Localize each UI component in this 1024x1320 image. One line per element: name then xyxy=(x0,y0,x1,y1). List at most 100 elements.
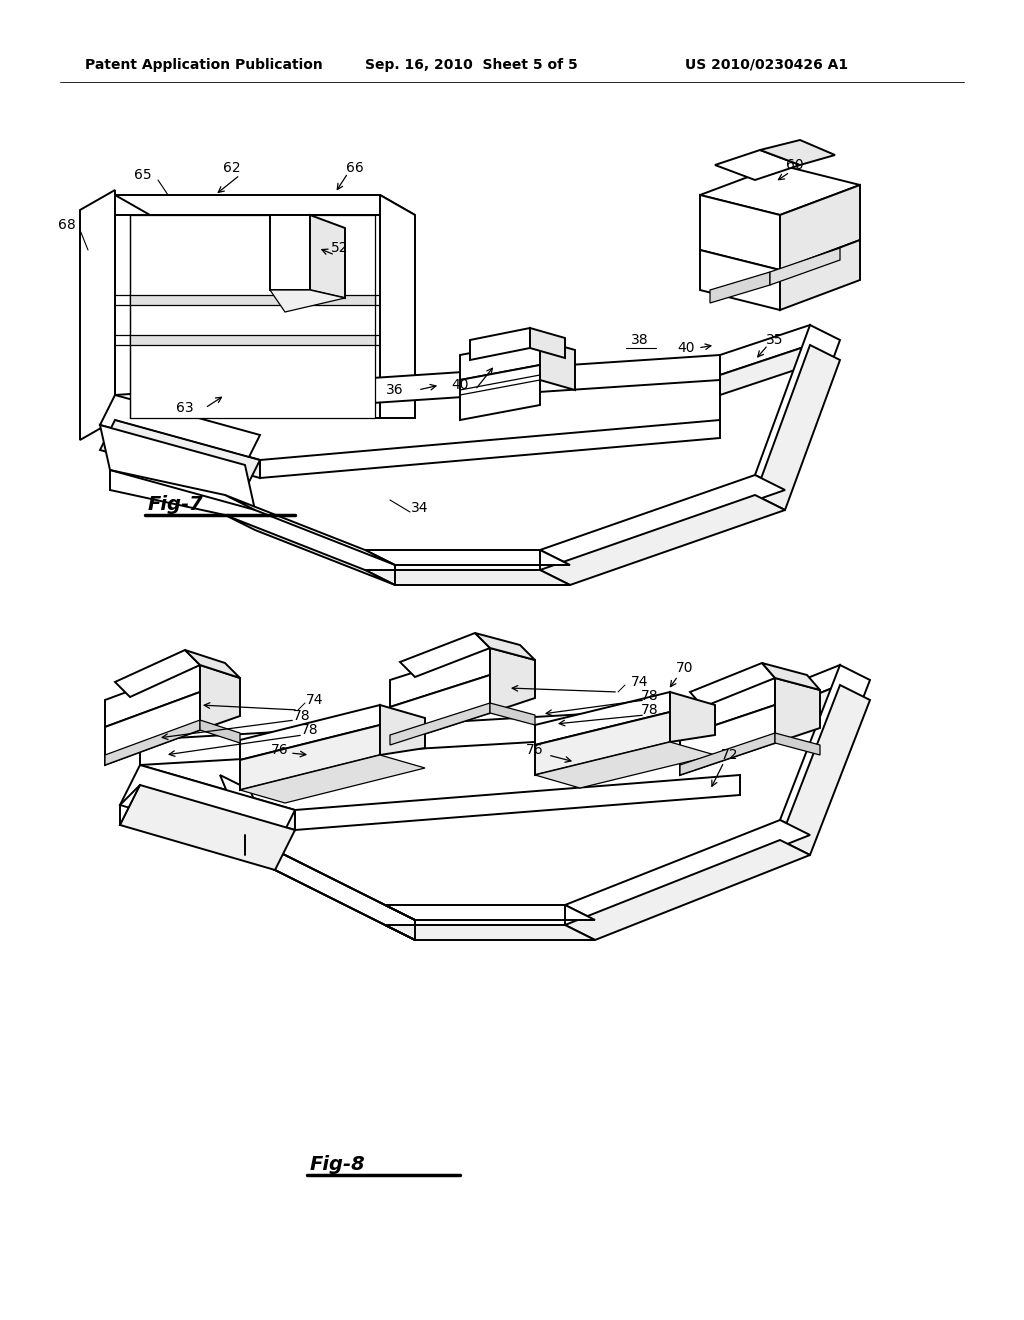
Polygon shape xyxy=(365,570,570,585)
Polygon shape xyxy=(400,634,490,677)
Polygon shape xyxy=(700,165,860,215)
Text: Patent Application Publication: Patent Application Publication xyxy=(85,58,323,73)
Polygon shape xyxy=(390,648,490,708)
Polygon shape xyxy=(720,325,810,375)
Text: 40: 40 xyxy=(677,341,694,355)
Text: 78: 78 xyxy=(641,689,658,704)
Text: 40: 40 xyxy=(452,378,469,392)
Polygon shape xyxy=(390,704,490,744)
Text: 74: 74 xyxy=(306,693,324,708)
Polygon shape xyxy=(460,341,540,380)
Polygon shape xyxy=(200,719,240,743)
Polygon shape xyxy=(310,215,345,298)
Polygon shape xyxy=(120,785,295,870)
Text: 60: 60 xyxy=(786,158,804,172)
Polygon shape xyxy=(120,766,295,850)
Text: 66: 66 xyxy=(346,161,364,176)
Text: 35: 35 xyxy=(766,333,783,347)
Text: 36: 36 xyxy=(386,383,403,397)
Polygon shape xyxy=(680,733,775,775)
Polygon shape xyxy=(140,766,295,830)
Polygon shape xyxy=(130,215,375,418)
Polygon shape xyxy=(100,420,260,490)
Polygon shape xyxy=(780,685,870,855)
Polygon shape xyxy=(200,665,240,730)
Polygon shape xyxy=(245,855,415,940)
Text: 65: 65 xyxy=(134,168,152,182)
Text: 34: 34 xyxy=(412,502,429,515)
Polygon shape xyxy=(115,215,380,418)
Polygon shape xyxy=(225,515,395,585)
Polygon shape xyxy=(780,185,860,271)
Polygon shape xyxy=(240,755,425,803)
Polygon shape xyxy=(220,795,275,870)
Text: Fig-7: Fig-7 xyxy=(148,495,204,515)
Polygon shape xyxy=(260,420,720,478)
Text: US 2010/0230426 A1: US 2010/0230426 A1 xyxy=(685,58,848,73)
Polygon shape xyxy=(670,692,715,742)
Text: 76: 76 xyxy=(526,743,544,756)
Polygon shape xyxy=(100,395,260,465)
Polygon shape xyxy=(770,248,840,285)
Polygon shape xyxy=(700,249,780,310)
Polygon shape xyxy=(540,475,785,565)
Polygon shape xyxy=(140,705,740,766)
Text: Fig-8: Fig-8 xyxy=(310,1155,366,1175)
Polygon shape xyxy=(130,294,375,305)
Text: 38: 38 xyxy=(631,333,649,347)
Polygon shape xyxy=(490,704,535,725)
Polygon shape xyxy=(240,705,380,760)
Polygon shape xyxy=(225,495,395,565)
Polygon shape xyxy=(115,355,720,420)
Text: 62: 62 xyxy=(223,161,241,176)
Text: 78: 78 xyxy=(293,709,311,723)
Polygon shape xyxy=(535,711,670,775)
Polygon shape xyxy=(380,195,415,418)
Text: 76: 76 xyxy=(271,743,289,756)
Polygon shape xyxy=(720,345,810,395)
Polygon shape xyxy=(385,925,595,940)
Polygon shape xyxy=(760,140,835,165)
Polygon shape xyxy=(775,678,820,743)
Text: 70: 70 xyxy=(676,661,693,675)
Polygon shape xyxy=(115,420,260,478)
Polygon shape xyxy=(115,195,415,215)
Text: 78: 78 xyxy=(301,723,318,737)
Polygon shape xyxy=(185,649,240,678)
Text: 63: 63 xyxy=(176,401,194,414)
Polygon shape xyxy=(780,240,860,310)
Polygon shape xyxy=(565,820,810,920)
Polygon shape xyxy=(245,836,415,920)
Polygon shape xyxy=(565,840,810,940)
Polygon shape xyxy=(385,906,595,920)
Polygon shape xyxy=(460,366,540,420)
Polygon shape xyxy=(105,692,200,766)
Polygon shape xyxy=(365,550,570,565)
Polygon shape xyxy=(540,495,785,585)
Polygon shape xyxy=(690,663,775,708)
Polygon shape xyxy=(470,327,530,360)
Polygon shape xyxy=(530,327,565,358)
Polygon shape xyxy=(740,685,840,744)
Polygon shape xyxy=(740,665,840,725)
Polygon shape xyxy=(535,742,715,788)
Text: 72: 72 xyxy=(721,748,738,762)
Text: 52: 52 xyxy=(331,242,349,255)
Polygon shape xyxy=(475,634,535,660)
Polygon shape xyxy=(715,150,800,180)
Polygon shape xyxy=(100,425,255,510)
Polygon shape xyxy=(115,649,200,697)
Polygon shape xyxy=(295,775,740,830)
Text: 68: 68 xyxy=(58,218,76,232)
Polygon shape xyxy=(105,665,200,727)
Polygon shape xyxy=(755,345,840,510)
Polygon shape xyxy=(105,719,200,766)
Text: Sep. 16, 2010  Sheet 5 of 5: Sep. 16, 2010 Sheet 5 of 5 xyxy=(365,58,578,73)
Polygon shape xyxy=(270,215,310,290)
Polygon shape xyxy=(780,665,870,836)
Polygon shape xyxy=(680,678,775,737)
Polygon shape xyxy=(380,705,425,755)
Polygon shape xyxy=(130,335,375,345)
Polygon shape xyxy=(490,648,535,713)
Polygon shape xyxy=(535,692,670,744)
